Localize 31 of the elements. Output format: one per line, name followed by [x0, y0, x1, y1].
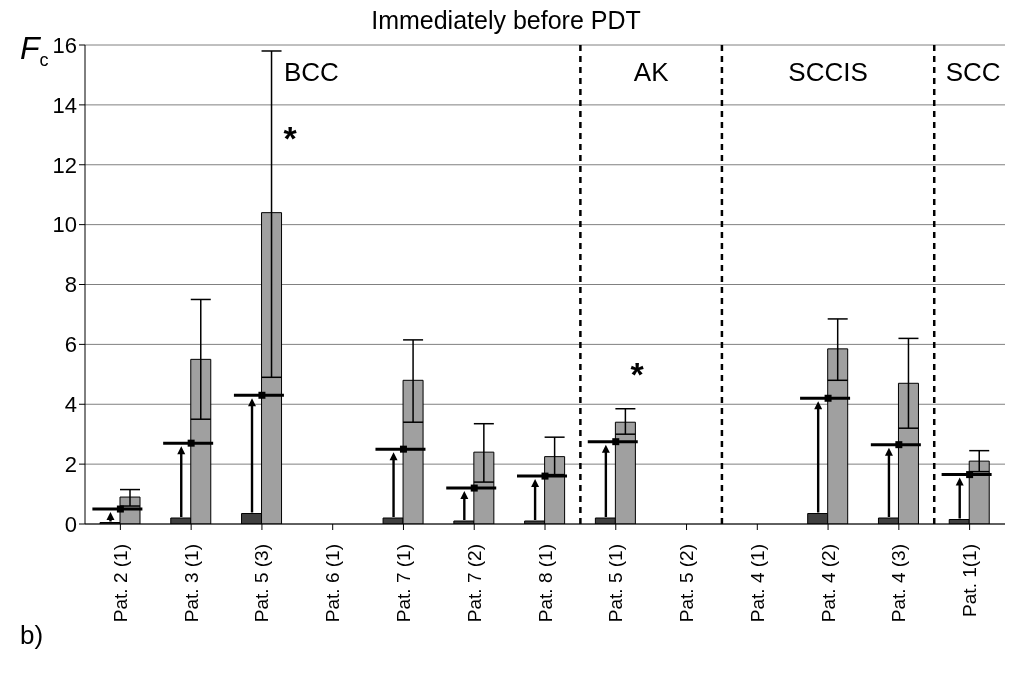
x-tick-label: Pat. 5 (2) [676, 544, 698, 623]
x-tick-label: Pat. 6 (1) [322, 544, 344, 623]
annotation: AK [633, 56, 670, 87]
x-tick-label: Pat. 2 (1) [109, 544, 131, 623]
x-tick-label: Pat. 7 (2) [463, 544, 485, 623]
y-tick-label: 0 [64, 511, 77, 537]
y-tick-label: 6 [64, 332, 77, 358]
x-tick-label: Pat. 8 (1) [534, 544, 556, 623]
annotation: BCC [284, 56, 339, 87]
y-tick-label: 2 [64, 451, 77, 477]
text: b) [20, 620, 44, 651]
annotation: * [630, 355, 645, 394]
annotation: SCCIS [788, 56, 868, 87]
x-tick-label: Pat. 4 (2) [817, 544, 839, 623]
x-tick-label: Pat. 7 (1) [392, 544, 414, 623]
x-tick-label: Pat. 3 (1) [180, 544, 202, 623]
annotation: * [283, 118, 298, 157]
y-tick-label: 10 [52, 212, 77, 238]
x-tick-label: Pat. 4 (3) [888, 544, 910, 623]
y-tick-label: 12 [52, 152, 77, 178]
y-tick-label: 14 [52, 92, 77, 118]
x-tick-label: Pat. 1(1) [959, 544, 981, 617]
x-tick-label: Pat. 5 (1) [605, 544, 627, 623]
y-axis-title: F$_{c}$ [20, 30, 49, 71]
x-tick-label: Pat. 4 (1) [746, 544, 768, 623]
x-tick-label: Pat. 5 (3) [251, 544, 273, 623]
annotation: SCC [945, 56, 1001, 87]
y-tick-label: 16 [52, 32, 77, 58]
chart-title: Immediately before PDT [371, 6, 641, 34]
y-tick-label: 8 [64, 272, 77, 298]
y-tick-label: 4 [64, 392, 77, 418]
